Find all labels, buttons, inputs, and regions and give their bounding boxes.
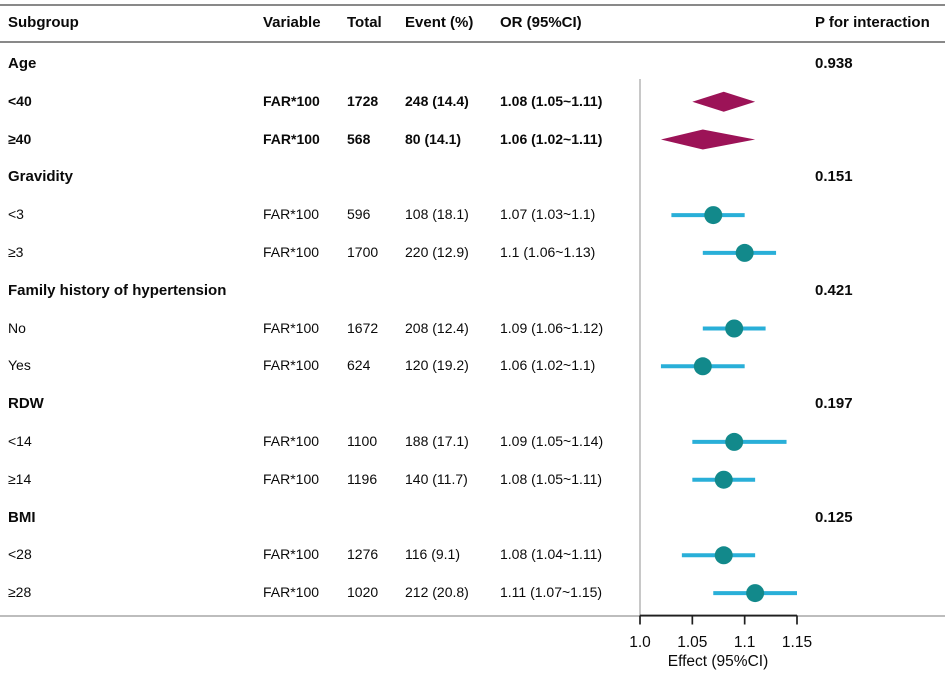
event-cell: 120 (19.2) [405, 357, 469, 374]
total-cell: 1020 [347, 584, 379, 601]
total-cell: 568 [347, 130, 371, 147]
subgroup-cell: Age [8, 55, 37, 72]
event-cell: 108 (18.1) [405, 206, 469, 223]
data-row: ≥14 FAR*100 1196 140 (11.7) 1.08 (1.05~1.11) [0, 461, 945, 499]
p-interaction-cell: 0.938 [815, 55, 853, 72]
x-axis-title: Effect (95%CI) [667, 653, 769, 670]
subgroup-cell: ≥14 [8, 470, 32, 487]
x-axis-tick-label: 1.1 [733, 634, 756, 651]
data-row: ≥3 FAR*100 1700 220 (12.9) 1.1 (1.06~1.13) [0, 234, 945, 272]
subgroup-cell: <28 [8, 546, 32, 563]
or-ci-cell: 1.08 (1.05~1.11) [500, 92, 603, 109]
column-header-subgroup: Subgroup [8, 14, 79, 31]
or-ci-cell: 1.08 (1.05~1.11) [500, 470, 603, 487]
variable-cell: FAR*100 [263, 206, 320, 223]
subgroup-cell: ≥3 [8, 243, 24, 260]
total-cell: 1276 [347, 546, 379, 563]
section-row: Age 0.938 [0, 45, 945, 83]
variable-cell: FAR*100 [263, 432, 320, 449]
table-rows: Age 0.938 <40 FAR*100 1728 248 (14.4) 1.08 (1.… [0, 45, 945, 612]
variable-cell: FAR*100 [263, 584, 320, 601]
or-ci-cell: 1.07 (1.03~1.1) [500, 206, 596, 223]
or-ci-cell: 1.06 (1.02~1.1) [500, 357, 596, 374]
data-row: ≥28 FAR*100 1020 212 (20.8) 1.11 (1.07~1.15) [0, 574, 945, 612]
data-row: <28 FAR*100 1276 116 (9.1) 1.08 (1.04~1.11) [0, 536, 945, 574]
section-row: BMI 0.125 [0, 499, 945, 537]
p-interaction-cell: 0.421 [815, 281, 853, 299]
variable-cell: FAR*100 [263, 319, 320, 336]
variable-cell: FAR*100 [263, 357, 320, 374]
header-rule [0, 41, 945, 43]
or-ci-cell: 1.09 (1.06~1.12) [500, 319, 604, 336]
total-cell: 1728 [347, 92, 379, 109]
x-axis-tick-label: 1.05 [677, 634, 708, 651]
top-rule [0, 4, 945, 6]
event-cell: 116 (9.1) [405, 546, 460, 563]
x-axis-tick-label: 1.0 [629, 634, 651, 651]
or-ci-cell: 1.09 (1.05~1.14) [500, 432, 604, 449]
or-ci-cell: 1.06 (1.02~1.11) [500, 130, 603, 147]
total-cell: 1700 [347, 243, 379, 260]
section-row: Gravidity 0.151 [0, 158, 945, 196]
data-row: No FAR*100 1672 208 (12.4) 1.09 (1.06~1.12) [0, 310, 945, 348]
or-ci-cell: 1.1 (1.06~1.13) [500, 243, 596, 260]
total-cell: 596 [347, 206, 371, 223]
subgroup-cell: Yes [8, 357, 31, 374]
section-row: RDW 0.197 [0, 385, 945, 423]
column-header-total: Total [347, 14, 382, 31]
variable-cell: FAR*100 [263, 470, 320, 487]
subgroup-cell: <40 [8, 92, 32, 109]
variable-cell: FAR*100 [263, 243, 320, 260]
subgroup-cell: <3 [8, 206, 24, 223]
total-cell: 624 [347, 357, 371, 374]
event-cell: 220 (12.9) [405, 243, 469, 260]
p-interaction-cell: 0.197 [815, 395, 853, 413]
subgroup-cell: ≥40 [8, 130, 32, 147]
event-cell: 80 (14.1) [405, 130, 462, 147]
event-cell: 212 (20.8) [405, 584, 469, 601]
subgroup-cell: <14 [8, 432, 32, 449]
variable-cell: FAR*100 [263, 546, 320, 563]
subgroup-cell: Family history of hypertension [8, 281, 227, 299]
or-ci-cell: 1.08 (1.04~1.11) [500, 546, 603, 563]
subgroup-cell: BMI [8, 508, 36, 526]
bottom-rule [0, 615, 945, 617]
subgroup-cell: ≥28 [8, 584, 32, 601]
event-cell: 208 (12.4) [405, 319, 469, 336]
x-axis-tick-label: 1.15 [781, 634, 813, 651]
variable-cell: FAR*100 [263, 92, 320, 109]
data-row: <14 FAR*100 1100 188 (17.1) 1.09 (1.05~1.14) [0, 423, 945, 461]
data-row: <40 FAR*100 1728 248 (14.4) 1.08 (1.05~1.11) [0, 83, 945, 121]
event-cell: 140 (11.7) [405, 470, 468, 487]
or-ci-cell: 1.11 (1.07~1.15) [500, 584, 603, 601]
total-cell: 1196 [347, 470, 378, 487]
data-row: <3 FAR*100 596 108 (18.1) 1.07 (1.03~1.1) [0, 196, 945, 234]
column-header-or-ci: OR (95%CI) [500, 14, 582, 31]
data-row: Yes FAR*100 624 120 (19.2) 1.06 (1.02~1.1) [0, 347, 945, 385]
total-cell: 1100 [347, 432, 378, 449]
p-interaction-cell: 0.125 [815, 508, 853, 526]
subgroup-cell: No [8, 319, 26, 336]
subgroup-cell: RDW [8, 395, 44, 413]
event-cell: 188 (17.1) [405, 432, 469, 449]
p-interaction-cell: 0.151 [815, 168, 853, 186]
column-header-variable: Variable [263, 14, 321, 31]
data-row: ≥40 FAR*100 568 80 (14.1) 1.06 (1.02~1.11) [0, 121, 945, 159]
variable-cell: FAR*100 [263, 130, 320, 147]
column-header-p-interaction: P for interaction [815, 14, 930, 31]
total-cell: 1672 [347, 319, 379, 336]
section-row: Family history of hypertension 0.421 [0, 272, 945, 310]
subgroup-cell: Gravidity [8, 168, 74, 186]
column-header-event: Event (%) [405, 14, 474, 31]
event-cell: 248 (14.4) [405, 92, 469, 109]
